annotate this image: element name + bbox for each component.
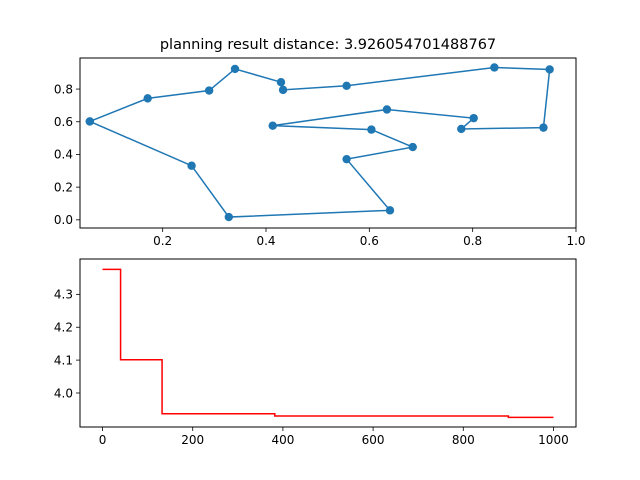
x-tick-label: 200: [181, 433, 204, 447]
data-point: [85, 117, 95, 126]
route-plot-marks: [85, 63, 554, 222]
data-point: [469, 113, 478, 123]
data-point: [187, 161, 196, 170]
route-plot: planning result distance: 3.926054701488…: [54, 37, 586, 248]
x-tick-label: 0: [99, 433, 107, 447]
data-point: [385, 206, 395, 215]
x-tick-label: 800: [452, 433, 475, 447]
data-point: [204, 86, 214, 95]
y-tick-label: 4.1: [54, 353, 73, 367]
series-line: [102, 268, 554, 419]
data-point: [230, 64, 240, 74]
y-tick-label: 0.8: [54, 82, 73, 96]
data-point: [278, 85, 288, 95]
data-point: [545, 65, 554, 74]
data-point: [143, 94, 152, 103]
data-point: [367, 125, 376, 134]
data-point: [490, 63, 499, 72]
x-tick-label: 0.4: [256, 234, 275, 248]
route-plot-title: planning result distance: 3.926054701488…: [160, 37, 496, 53]
x-tick-label: 1000: [538, 433, 569, 447]
data-point: [268, 121, 277, 130]
data-point: [342, 81, 351, 90]
data-point: [539, 123, 548, 132]
data-point: [382, 105, 392, 114]
convergence-plot-frame: [79, 258, 577, 428]
x-tick-label: 400: [271, 433, 294, 447]
x-tick-label: 600: [362, 433, 385, 447]
route-plot-ticks: 0.2 0.4 0.6 0.8 1.0 0.0 0.2 0.4 0.6 0.8: [54, 82, 586, 248]
x-tick-label: 0.2: [153, 234, 172, 248]
convergence-plot-marks: [102, 268, 554, 419]
y-tick-label: 0.2: [54, 180, 73, 194]
y-tick-label: 0.4: [54, 148, 73, 162]
x-tick-label: 0.6: [360, 234, 379, 248]
y-tick-label: 0.6: [54, 115, 73, 129]
data-point: [224, 212, 233, 222]
data-point: [276, 77, 286, 87]
y-tick-label: 4.3: [54, 288, 73, 302]
route-plot-frame: [79, 57, 577, 229]
data-point: [457, 124, 466, 134]
y-tick-label: 4.2: [54, 321, 73, 335]
y-tick-label: 4.0: [54, 386, 73, 400]
data-point: [408, 142, 417, 152]
x-tick-label: 1.0: [566, 234, 585, 248]
data-point: [342, 154, 351, 164]
convergence-plot: 0 200 400 600 800 1000 4.0 4.1 4.2 4.3: [54, 258, 577, 447]
y-tick-label: 0.0: [54, 213, 73, 227]
convergence-plot-ticks: 0 200 400 600 800 1000 4.0 4.1 4.2 4.3: [54, 288, 569, 447]
x-tick-label: 0.8: [463, 234, 482, 248]
